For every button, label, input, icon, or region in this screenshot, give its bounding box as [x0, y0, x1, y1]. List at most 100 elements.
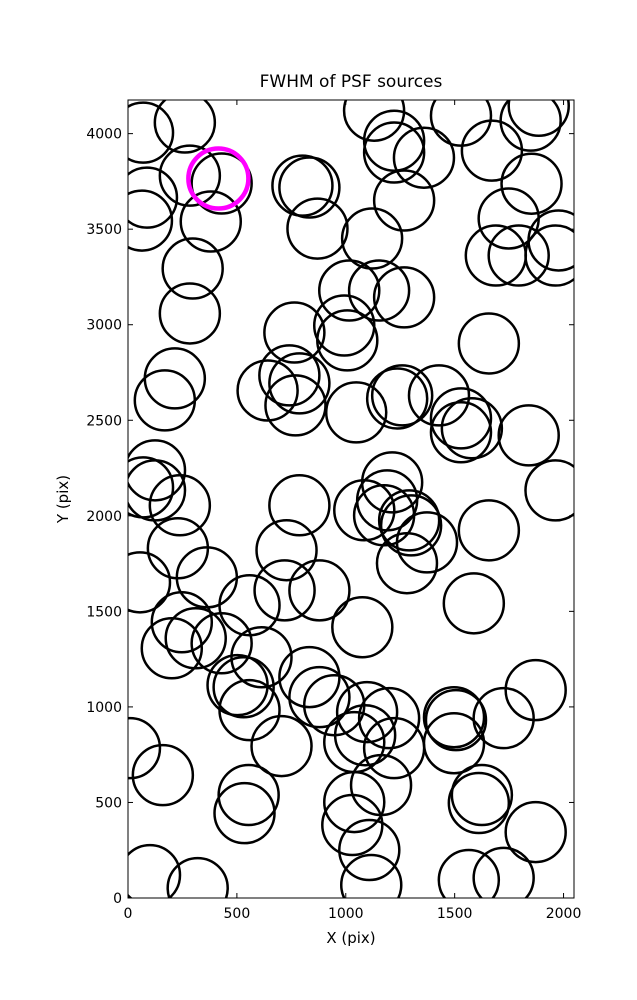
source-marker: [288, 559, 351, 622]
source-marker: [349, 753, 413, 817]
source-marker: [128, 439, 187, 502]
y-tick-label: 3500: [86, 222, 122, 238]
source-marker: [524, 224, 574, 287]
source-marker: [437, 848, 501, 898]
source-marker: [148, 474, 212, 537]
source-marker: [286, 197, 349, 260]
source-marker: [377, 489, 441, 552]
source-marker: [372, 266, 436, 329]
y-tick-label: 500: [95, 795, 122, 811]
source-marker: [424, 688, 488, 752]
y-tick-label: 2500: [86, 413, 122, 429]
source-marker: [253, 559, 316, 622]
y-tick-label: 0: [113, 891, 122, 907]
source-marker: [335, 680, 399, 744]
source-marker: [140, 616, 204, 680]
source-marker: [250, 714, 313, 778]
source-marker: [497, 404, 560, 467]
plot-frame: [127, 99, 575, 899]
source-marker: [131, 743, 195, 807]
source-marker: [278, 645, 341, 709]
source-marker: [153, 100, 217, 154]
source-marker: [442, 572, 506, 635]
source-marker: [166, 856, 229, 898]
source-marker: [500, 152, 563, 215]
x-tick-label: 2000: [546, 906, 582, 922]
source-marker: [186, 146, 251, 211]
source-marker: [218, 573, 281, 637]
y-tick-label: 4000: [86, 127, 122, 143]
source-marker: [347, 259, 411, 322]
source-marker: [128, 166, 179, 229]
source-marker: [218, 678, 281, 742]
source-marker: [487, 224, 550, 287]
source-marker: [507, 100, 570, 137]
source-marker: [472, 686, 535, 750]
source-marker: [128, 843, 182, 898]
source-marker: [278, 156, 341, 219]
source-marker: [323, 770, 386, 834]
source-marker: [316, 309, 379, 372]
source-marker: [527, 209, 574, 272]
source-marker: [362, 121, 426, 184]
source-marker: [150, 591, 214, 654]
source-marker: [206, 653, 269, 717]
source-marker: [128, 716, 162, 780]
source-marker: [190, 152, 253, 215]
source-marker: [340, 853, 403, 898]
source-marker: [504, 658, 567, 722]
source-marker: [395, 511, 459, 574]
source-marker: [499, 100, 562, 152]
x-tick-label: 1000: [328, 906, 364, 922]
source-marker: [236, 359, 299, 422]
source-marker: [161, 237, 224, 300]
source-marker: [213, 781, 276, 845]
source-marker: [375, 531, 439, 595]
source-marker: [333, 703, 397, 767]
source-marker: [268, 352, 331, 415]
y-tick-label: 3000: [86, 318, 122, 334]
source-marker: [457, 312, 521, 375]
source-marker: [217, 763, 280, 827]
source-marker: [422, 685, 486, 749]
source-marker: [158, 144, 222, 207]
source-marker: [179, 190, 243, 253]
source-marker: [255, 518, 318, 582]
source-marker: [268, 474, 331, 537]
y-axis-label: Y (pix): [54, 475, 72, 524]
source-marker: [271, 154, 334, 217]
source-marker: [372, 169, 436, 232]
source-marker: [447, 771, 511, 835]
source-marker: [128, 101, 175, 164]
source-marker: [472, 846, 535, 898]
source-marker: [524, 459, 574, 522]
source-marker: [392, 126, 456, 189]
x-tick-label: 1500: [437, 906, 473, 922]
source-marker: [230, 625, 293, 689]
source-marker: [128, 189, 174, 252]
source-marker: [288, 665, 351, 729]
x-axis-label: X (pix): [326, 929, 375, 947]
source-marker: [365, 367, 429, 430]
source-marker: [429, 100, 493, 147]
source-marker: [340, 207, 404, 270]
chart-title: FWHM of PSF sources: [260, 72, 443, 92]
source-marker: [357, 686, 421, 750]
source-marker: [258, 344, 321, 407]
y-tick-label: 1000: [86, 700, 122, 716]
source-marker: [429, 401, 493, 464]
source-marker: [342, 100, 406, 142]
source-marker: [212, 655, 275, 719]
x-tick-label: 500: [224, 906, 251, 922]
plot-area: [128, 100, 574, 898]
y-tick-label: 1500: [86, 604, 122, 620]
source-marker: [370, 364, 434, 427]
source-marker: [429, 387, 493, 450]
source-marker: [331, 595, 394, 659]
source-marker: [407, 364, 471, 427]
source-marker: [318, 259, 381, 322]
source-marker: [158, 282, 222, 345]
source-marker: [338, 818, 401, 882]
source-marker: [263, 301, 326, 364]
